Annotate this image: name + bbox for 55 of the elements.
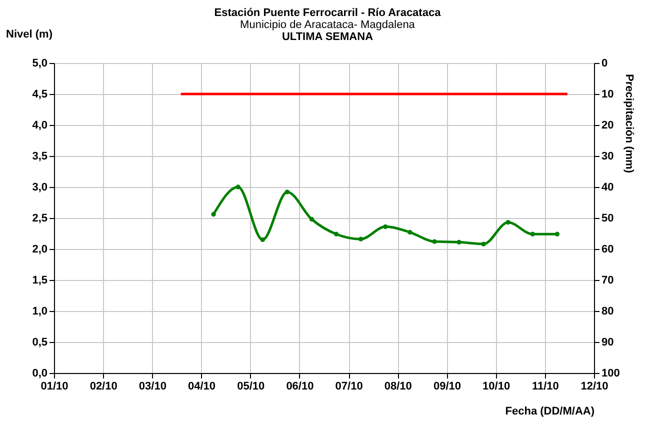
y2-tick-label: 10 xyxy=(602,88,614,100)
y2-tick-label: 80 xyxy=(602,306,614,318)
y2-tick-label: 100 xyxy=(602,368,620,380)
point xyxy=(236,184,240,190)
y-tick-label: 4,0 xyxy=(32,120,48,132)
chart-title: Estación Puente Ferrocarril - Río Aracataca xyxy=(213,7,442,19)
text: ULTIMA SEMANA xyxy=(282,31,374,43)
y2-axis-title: Precipitación (mm) xyxy=(622,74,635,174)
point xyxy=(554,232,560,236)
x-tick-label: 03/10 xyxy=(138,380,166,392)
y-tick-label: 5,0 xyxy=(32,58,48,70)
y-tick-label: 3,5 xyxy=(32,150,48,162)
x-tick-label: 01/10 xyxy=(40,380,68,392)
point xyxy=(432,239,437,244)
y2-tick-label: 50 xyxy=(602,212,614,224)
x-tick-label: 10/10 xyxy=(482,380,510,392)
y2-tick-label: 30 xyxy=(602,150,614,162)
point xyxy=(309,216,314,222)
y-tick-label: 1,0 xyxy=(32,306,48,318)
x-tick-label: 05/10 xyxy=(237,380,265,392)
x-axis-title: Fecha (DD/M/AA) xyxy=(505,406,595,418)
y2-tick-label: 40 xyxy=(602,182,614,194)
point xyxy=(284,190,290,194)
point xyxy=(334,232,339,236)
y2-tick-label: 60 xyxy=(602,244,614,256)
y2-tick-label: 0 xyxy=(602,58,608,70)
x-tick-label: 11/10 xyxy=(532,380,559,392)
chart-subtitle: Municipio de Aracataca- Magdalena xyxy=(240,19,415,31)
x-tick-label: 12/10 xyxy=(580,380,608,392)
x-tick-label: 09/10 xyxy=(433,380,461,392)
x-tick-label: 06/10 xyxy=(286,380,314,392)
y-tick-label: 3,0 xyxy=(32,182,48,194)
point xyxy=(408,230,412,235)
y-tick-label: 0,5 xyxy=(32,336,48,348)
y2-tick-label: 70 xyxy=(602,274,614,286)
point xyxy=(456,240,462,245)
point xyxy=(383,224,388,230)
y2-tick-label: 90 xyxy=(602,336,614,348)
y-tick-label: 1,5 xyxy=(32,274,48,286)
point xyxy=(260,237,265,242)
y2-tick-label: 20 xyxy=(602,120,614,132)
x-tick-label: 04/10 xyxy=(188,380,216,392)
point xyxy=(506,220,510,225)
x-tick-label: 07/10 xyxy=(335,380,363,392)
y-tick-label: 0,0 xyxy=(32,368,48,380)
point xyxy=(358,236,364,242)
point xyxy=(211,212,216,217)
y-tick-label: 2,5 xyxy=(32,212,48,224)
x-tick-label: 02/10 xyxy=(90,380,118,392)
y-axis-title: Nivel (m) xyxy=(6,28,53,40)
x-tick-label: 08/10 xyxy=(384,380,412,392)
point xyxy=(481,242,486,246)
y-tick-label: 4,5 xyxy=(32,88,48,100)
point xyxy=(530,232,535,236)
y-tick-label: 2,0 xyxy=(32,244,48,256)
